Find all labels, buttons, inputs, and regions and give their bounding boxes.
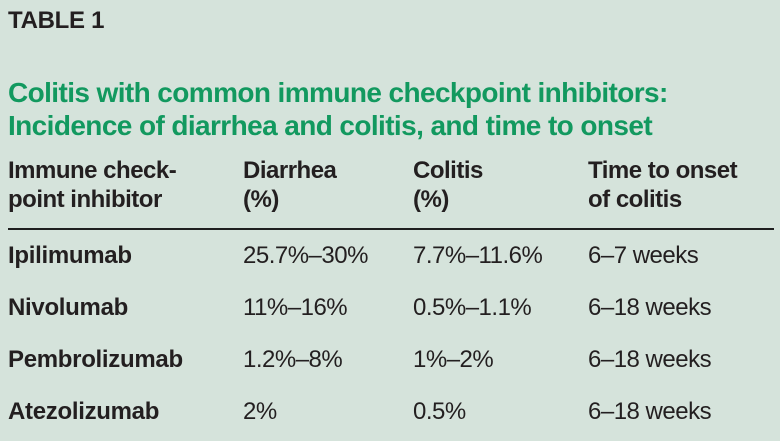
table-title-line-1: Colitis with common immune checkpoint in…	[8, 77, 668, 108]
table-kicker: TABLE 1	[8, 7, 105, 34]
col-header-onset: Time to onset of colitis	[588, 156, 774, 230]
drug-name-cell: Atezolizumab	[8, 398, 160, 425]
col-header-diarrhea: Diarrhea (%)	[243, 156, 413, 230]
header-row: Immune check-point inhibitor Diarrhea (%)…	[8, 156, 774, 230]
onset-value-cell: 6–18 weeks	[588, 398, 712, 425]
col-header-diarrhea-line-1: Diarrhea	[243, 157, 337, 184]
colitis-value-cell: 0.5%	[413, 398, 466, 425]
colitis-incidence-table: Immune check-point inhibitor Diarrhea (%)…	[8, 156, 774, 438]
table-row-nivolumab: Nivolumab 11%–16% 0.5%–1.1% 6–18 weeks	[8, 282, 774, 334]
table-title: Colitis with common immune checkpoint in…	[8, 76, 772, 142]
col-header-colitis-line-2: (%)	[413, 186, 449, 213]
colitis-value-cell: 0.5%–1.1%	[413, 294, 532, 321]
colitis-value-cell: 1%–2%	[413, 346, 494, 373]
drug-name-cell: Ipilimumab	[8, 242, 132, 269]
table-body: Ipilimumab 25.7%–30% 7.7%–11.6% 6–7 week…	[8, 229, 774, 438]
onset-value-cell: 6–18 weeks	[588, 294, 712, 321]
col-header-colitis-line-1: Colitis	[413, 157, 483, 184]
drug-name-cell: Nivolumab	[8, 294, 128, 321]
diarrhea-value-cell: 25.7%–30%	[243, 242, 368, 269]
drug-name-cell: Pembrolizumab	[8, 346, 183, 373]
col-header-inhibitor: Immune check-point inhibitor	[8, 156, 243, 230]
table-row-ipilimumab: Ipilimumab 25.7%–30% 7.7%–11.6% 6–7 week…	[8, 229, 774, 282]
diarrhea-value-cell: 1.2%–8%	[243, 346, 343, 373]
col-header-diarrhea-line-2: (%)	[243, 186, 279, 213]
col-header-inhibitor-line-1: Immune check-	[8, 157, 177, 184]
table-row-atezolizumab: Atezolizumab 2% 0.5% 6–18 weeks	[8, 386, 774, 438]
onset-value-cell: 6–7 weeks	[588, 242, 699, 269]
diarrhea-value-cell: 11%–16%	[243, 294, 348, 321]
col-header-inhibitor-line-2: point inhibitor	[8, 186, 162, 213]
col-header-onset-line-1: Time to onset	[588, 157, 738, 184]
diarrhea-value-cell: 2%	[243, 398, 277, 425]
table-title-line-2: Incidence of diarrhea and colitis, and t…	[8, 110, 653, 141]
col-header-onset-line-2: of colitis	[588, 186, 682, 213]
col-header-colitis: Colitis (%)	[413, 156, 588, 230]
table-row-pembrolizumab: Pembrolizumab 1.2%–8% 1%–2% 6–18 weeks	[8, 334, 774, 386]
onset-value-cell: 6–18 weeks	[588, 346, 712, 373]
colitis-value-cell: 7.7%–11.6%	[413, 242, 543, 269]
table-header: Immune check-point inhibitor Diarrhea (%)…	[8, 156, 774, 230]
